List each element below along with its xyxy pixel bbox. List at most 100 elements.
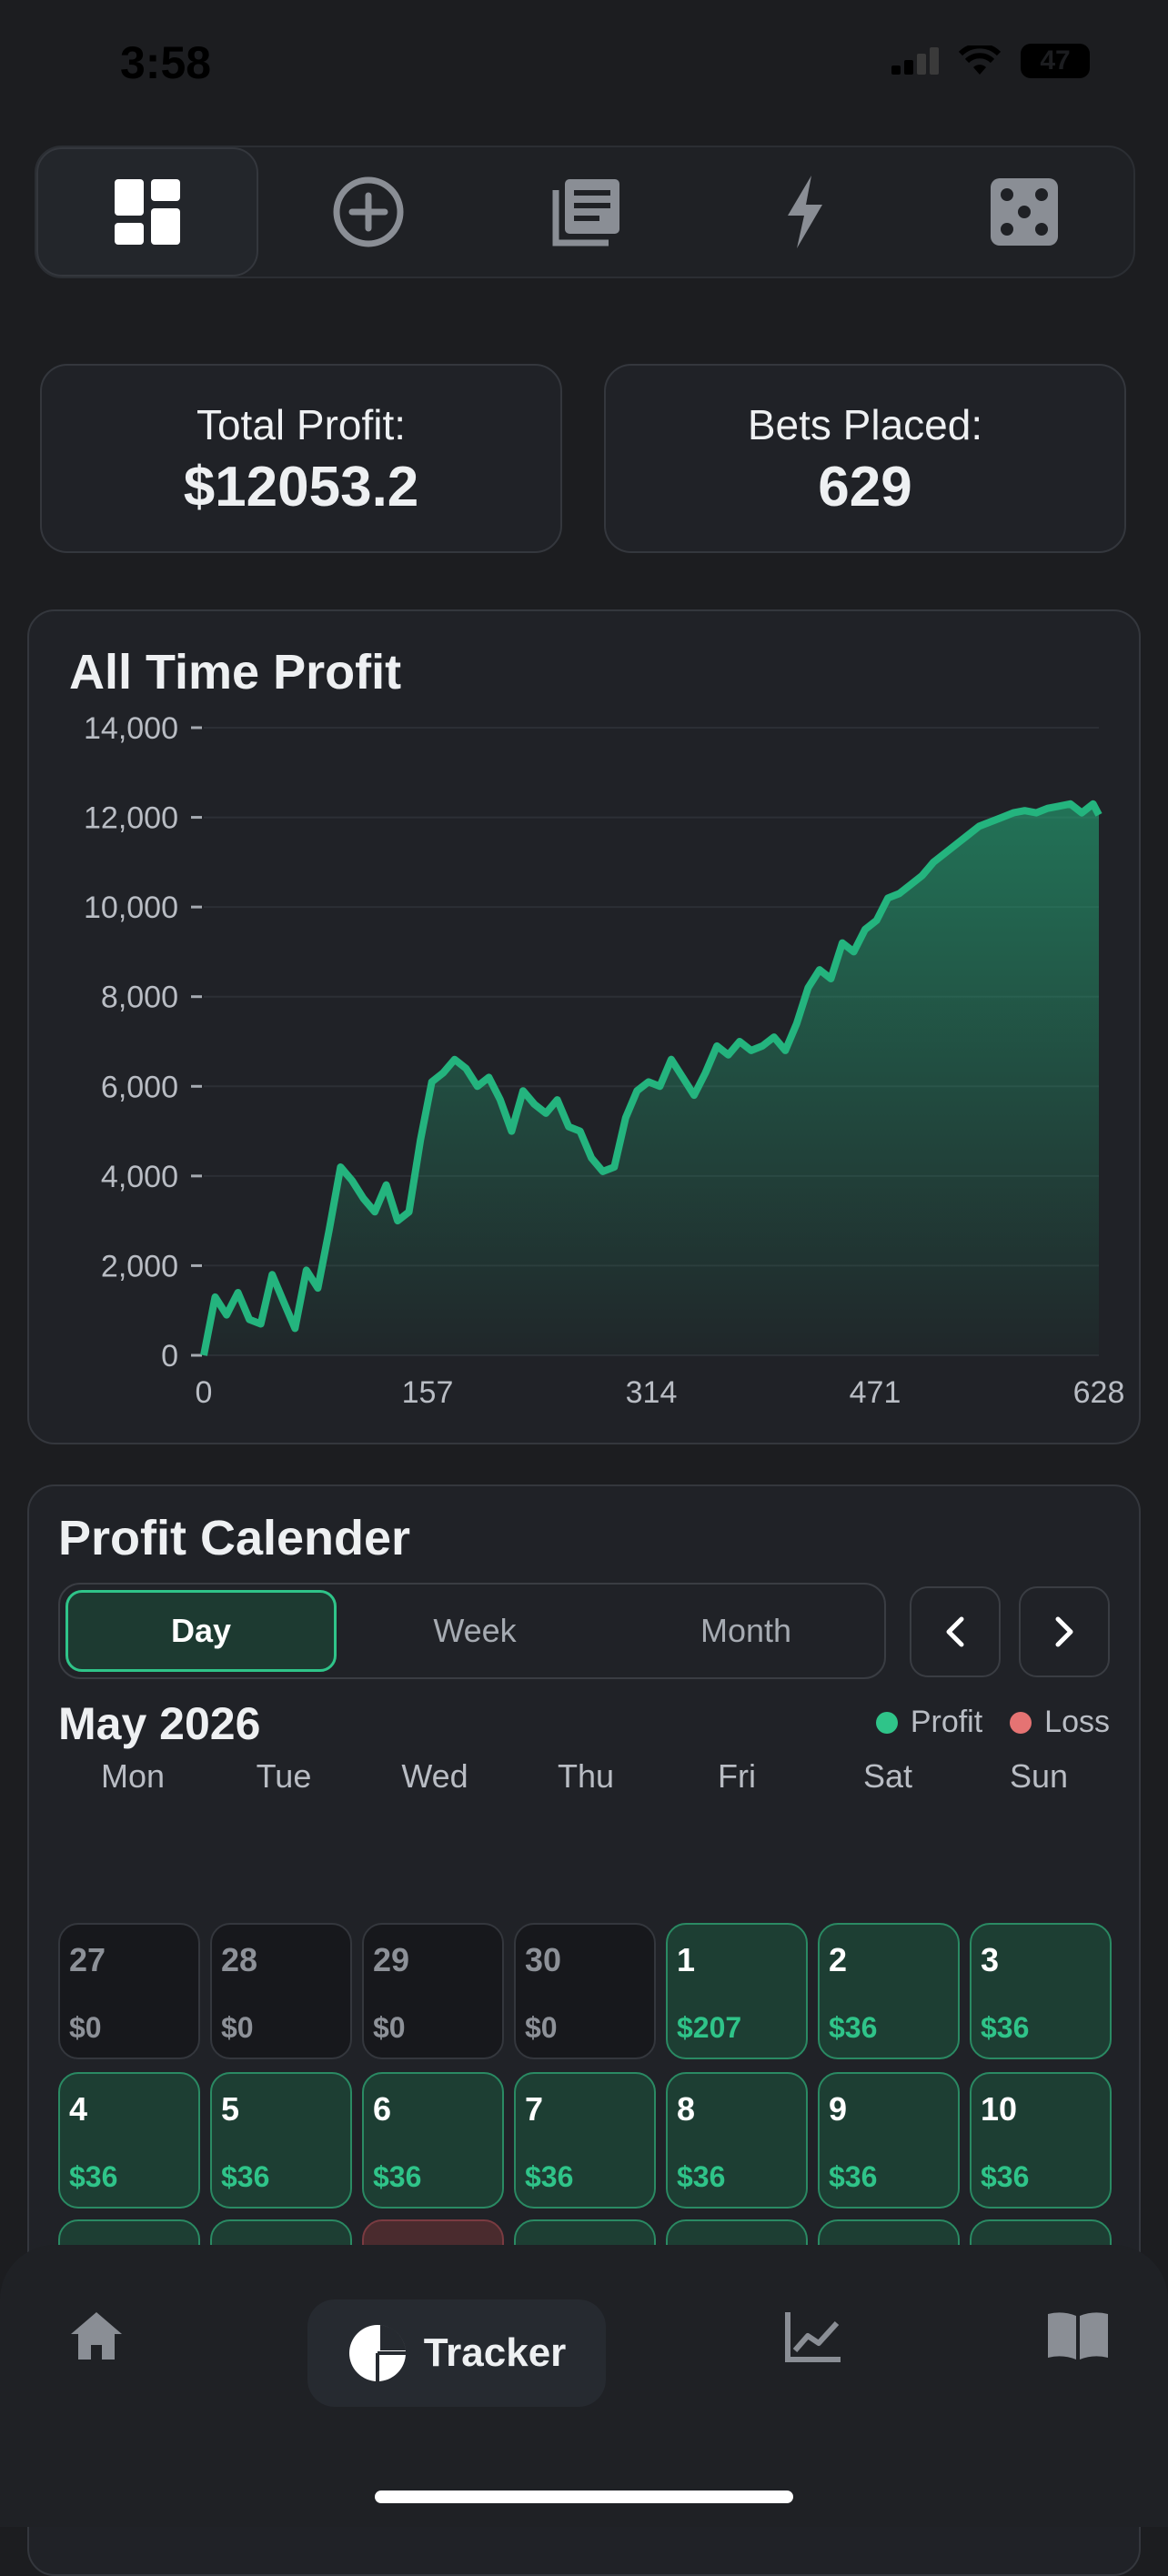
tab-bolt[interactable]	[696, 147, 914, 277]
profit-line	[200, 800, 1103, 1356]
mode-week[interactable]: Week	[433, 1612, 517, 1649]
tab-dice[interactable]	[915, 147, 1133, 277]
calendar-day-w2-5[interactable]: 9 $36	[818, 2072, 960, 2209]
day-number: 28	[221, 1941, 258, 1978]
day-profit: $36	[525, 2160, 574, 2193]
battery-icon: 47	[1021, 44, 1090, 78]
day-number: 1	[677, 1941, 696, 1978]
next-month-button[interactable]	[1019, 1586, 1110, 1677]
y-tick-label: 12,000	[84, 801, 178, 836]
home-icon	[71, 2312, 122, 2360]
day-number: 3	[981, 1941, 1000, 1978]
y-tick-label: 6,000	[101, 1070, 178, 1104]
add-circle-icon	[333, 176, 404, 247]
mode-day[interactable]: Day	[65, 1590, 337, 1672]
day-profit: $36	[981, 2011, 1030, 2044]
day-profit: $36	[221, 2160, 270, 2193]
loss-legend-dot	[1010, 1711, 1032, 1734]
day-number: 6	[373, 2090, 392, 2128]
dashboard-icon	[115, 179, 181, 245]
day-number: 7	[525, 2090, 544, 2128]
nav-guide[interactable]	[1046, 2310, 1110, 2360]
calendar-day-w1-5[interactable]: 2 $36	[818, 1923, 960, 2059]
total-profit-value: $12053.2	[183, 456, 419, 518]
nav-tracker[interactable]: Tracker	[307, 2299, 606, 2407]
day-number: 2	[829, 1941, 848, 1978]
calendar-day-w1-1[interactable]: 28 $0	[210, 1923, 352, 2059]
profit-legend-dot	[875, 1711, 898, 1734]
day-number: 10	[981, 2090, 1018, 2128]
x-tick-label: 157	[402, 1375, 454, 1410]
line-chart-icon	[785, 2312, 841, 2362]
day-number: 30	[525, 1941, 562, 1978]
total-profit-card: Total Profit: $12053.2	[40, 364, 562, 553]
y-tick-label: 2,000	[101, 1249, 178, 1283]
month-label: May 2026	[58, 1698, 261, 1749]
weekday-sun: Sun	[1009, 1757, 1069, 1795]
bets-placed-card: Bets Placed: 629	[604, 364, 1126, 553]
nav-tracker-label: Tracker	[423, 2330, 567, 2375]
calendar-day-w1-2[interactable]: 29 $0	[362, 1923, 504, 2059]
weekday-wed: Wed	[401, 1757, 468, 1795]
top-tab-bar	[35, 146, 1135, 278]
calendar-day-w1-6[interactable]: 3 $36	[970, 1923, 1112, 2059]
signal-icon	[891, 47, 939, 75]
chart-title: All Time Profit	[69, 645, 402, 699]
x-tick-label: 628	[1073, 1375, 1125, 1410]
wifi-icon	[959, 45, 1001, 75]
tab-news[interactable]	[478, 147, 696, 277]
calendar-day-w2-1[interactable]: 5 $36	[210, 2072, 352, 2209]
mode-month[interactable]: Month	[700, 1612, 792, 1649]
calendar-day-w1-3[interactable]: 30 $0	[514, 1923, 656, 2059]
day-profit: $36	[69, 2160, 118, 2193]
tab-add[interactable]	[258, 147, 477, 277]
day-number: 4	[69, 2090, 88, 2128]
day-profit: $36	[981, 2160, 1030, 2193]
weekday-thu: Thu	[557, 1757, 615, 1795]
x-tick-label: 0	[196, 1375, 213, 1410]
weekday-sat: Sat	[862, 1757, 913, 1795]
home-indicator	[375, 2490, 793, 2503]
day-profit: $36	[829, 2160, 878, 2193]
calendar-mode-selector: Day Week Month	[58, 1583, 886, 1679]
tab-dashboard[interactable]	[36, 147, 259, 277]
bets-placed-value: 629	[818, 456, 912, 518]
weekday-tue: Tue	[256, 1757, 312, 1795]
calendar-day-w2-3[interactable]: 7 $36	[514, 2072, 656, 2209]
day-profit: $0	[373, 2011, 406, 2044]
nav-analytics[interactable]	[784, 2310, 842, 2363]
day-number: 27	[69, 1941, 106, 1978]
day-number: 9	[829, 2090, 848, 2128]
prev-month-button[interactable]	[910, 1586, 1001, 1677]
y-tick-label: 4,000	[101, 1160, 178, 1194]
calendar-legend: Profit Loss	[875, 1705, 1110, 1740]
day-profit: $0	[525, 2011, 558, 2044]
dice-icon	[990, 178, 1058, 246]
weekday-fri: Fri	[718, 1757, 756, 1795]
calendar-title: Profit Calender	[58, 1511, 411, 1565]
profit-chart: 02,0004,0006,0008,00010,00012,00014,000 …	[84, 711, 1125, 1410]
y-tick-label: 14,000	[84, 711, 178, 746]
day-profit: $207	[677, 2011, 742, 2044]
day-number: 29	[373, 1941, 410, 1978]
day-profit: $36	[829, 2011, 878, 2044]
pie-chart-icon	[348, 2325, 406, 2381]
chevron-left-icon	[946, 1616, 964, 1647]
status-icons: 47	[891, 44, 1090, 78]
total-profit-label: Total Profit:	[196, 401, 407, 448]
book-icon	[1048, 2312, 1108, 2360]
x-tick-label: 471	[850, 1375, 901, 1410]
calendar-day-w2-0[interactable]: 4 $36	[58, 2072, 200, 2209]
calendar-day-w2-4[interactable]: 8 $36	[666, 2072, 808, 2209]
calendar-day-w1-0[interactable]: 27 $0	[58, 1923, 200, 2059]
status-time: 3:58	[120, 37, 212, 88]
calendar-day-w2-6[interactable]: 10 $36	[970, 2072, 1112, 2209]
nav-home[interactable]	[69, 2310, 124, 2361]
profit-area	[204, 803, 1099, 1355]
calendar-day-w2-2[interactable]: 6 $36	[362, 2072, 504, 2209]
calendar-day-w1-4[interactable]: 1 $207	[666, 1923, 808, 2059]
loss-legend-label: Loss	[1044, 1705, 1110, 1739]
profit-legend-label: Profit	[910, 1705, 983, 1739]
bolt-icon	[788, 176, 823, 248]
day-profit: $0	[69, 2011, 102, 2044]
